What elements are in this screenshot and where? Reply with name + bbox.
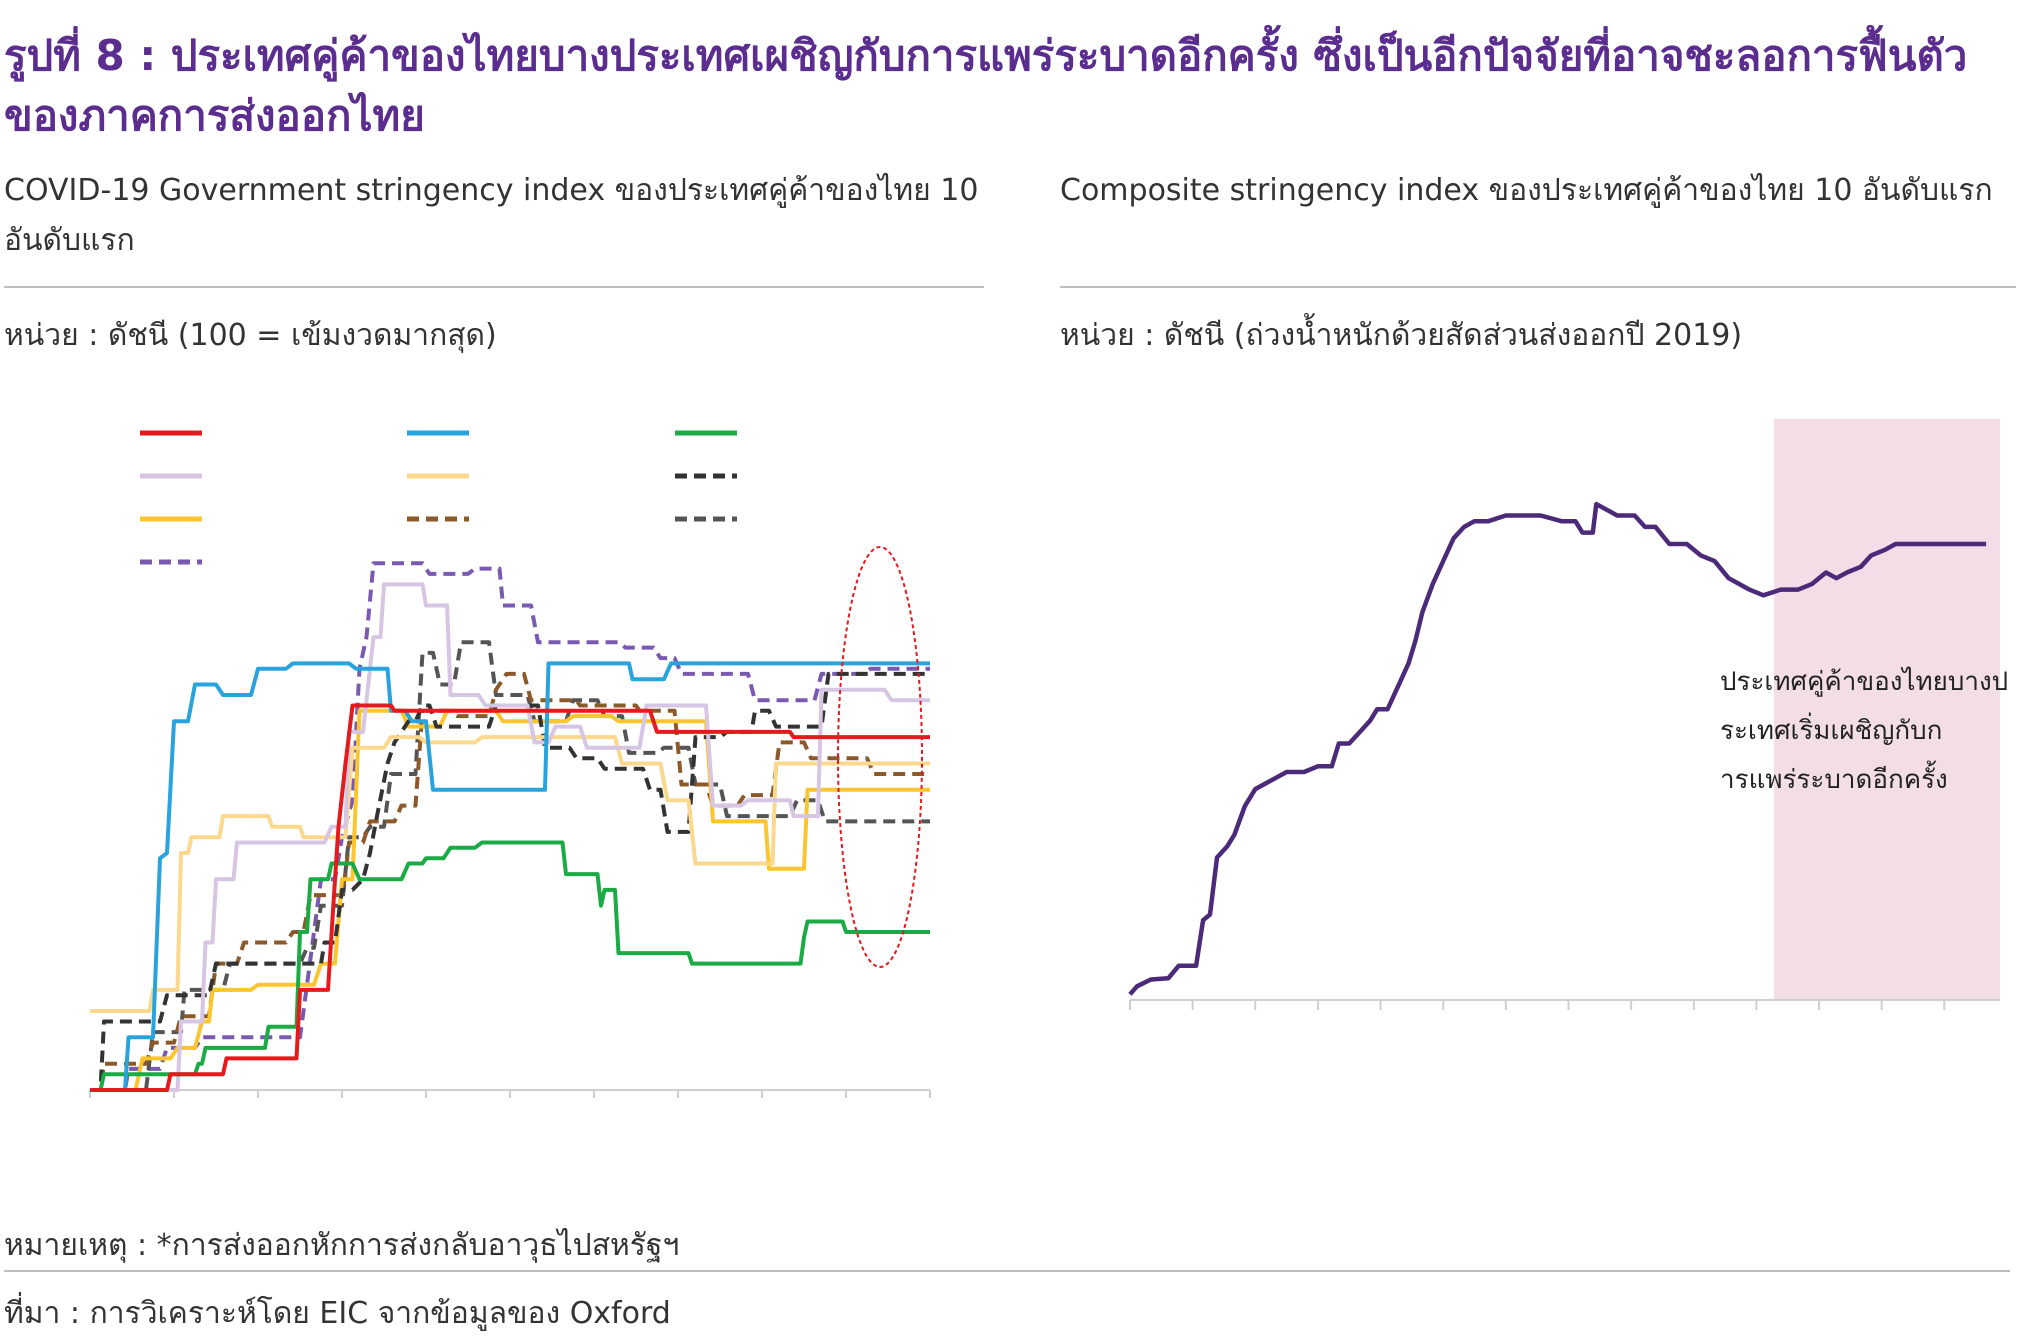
footnote: หมายเหตุ : *การส่งออกหักการส่งกลับอาวุธไ… — [4, 1228, 680, 1263]
series-line — [90, 561, 930, 1092]
series-line — [90, 582, 930, 1092]
highlight-annotation: ประเทศคู่ค้าของไทยบางประเทศเริ่มเผชิญกับ… — [1720, 666, 2008, 795]
left-chart-unit: หน่วย : ดัชนี (100 = เข้มงวดมากสุด) — [4, 318, 497, 353]
series-line — [90, 671, 930, 1092]
series-line — [90, 735, 930, 1013]
footer-divider — [4, 1270, 2010, 1272]
right-chart-unit: หน่วย : ดัชนี (ถ่วงน้ำหนักด้วยสัดส่วนส่ง… — [1060, 318, 1743, 353]
series-line — [90, 703, 930, 1092]
annotation-line: ระเทศเริ่มเผชิญกับก — [1720, 712, 1942, 746]
highlight-region — [1773, 418, 2000, 1001]
composite-line — [1128, 501, 1987, 996]
left-divider — [4, 286, 984, 288]
right-divider — [1060, 286, 2016, 288]
annotation-line: ารแพร่ระบาดอีกครั้ง — [1720, 760, 1948, 795]
left-chart-subtitle: COVID-19 Government stringency index ของ… — [4, 173, 979, 258]
right-chart: ประเทศคู่ค้าของไทยบางประเทศเริ่มเผชิญกับ… — [1128, 418, 2008, 1010]
series-line — [90, 840, 930, 1092]
highlight-ellipse — [837, 546, 923, 968]
source-note: ที่มา : การวิเคราะห์โดย EIC จากข้อมูลของ… — [4, 1296, 671, 1331]
annotation-line: ประเทศคู่ค้าของไทยบางป — [1720, 666, 2008, 697]
left-chart — [89, 430, 931, 1098]
figure-title: รูปที่ 8 : ประเทศคู่ค้าของไทยบางประเทศเผ… — [4, 31, 1968, 140]
series-line — [90, 661, 930, 1092]
right-chart-subtitle: Composite stringency index ของประเทศคู่ค… — [1060, 173, 1993, 208]
